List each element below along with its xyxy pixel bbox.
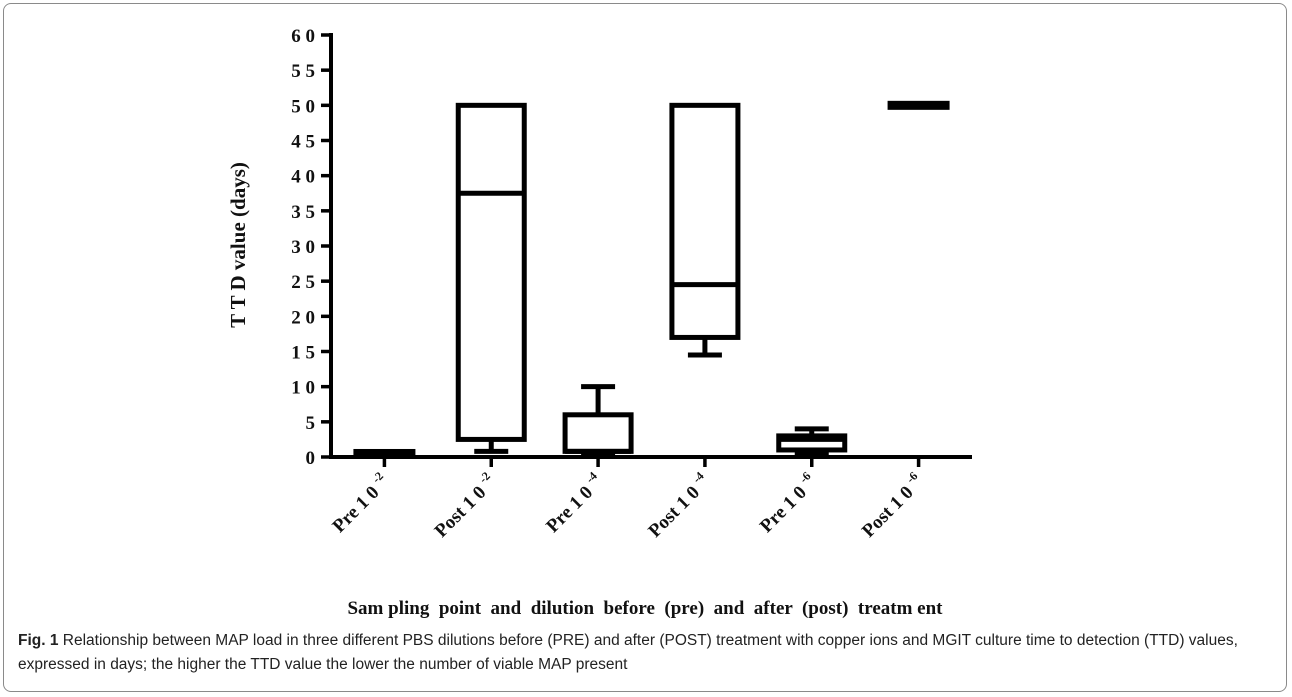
- box-iqr: [562, 412, 634, 454]
- y-tick-label: 5: [306, 413, 316, 434]
- y-tick-label: 3 5: [291, 202, 315, 223]
- y-tick-label: 4 5: [291, 132, 315, 153]
- y-tick-label: 3 0: [291, 237, 315, 258]
- figure-caption: Fig. 1 Relationship between MAP load in …: [18, 629, 1278, 677]
- box-5: [776, 426, 848, 456]
- caption-text: Relationship between MAP load in three d…: [18, 632, 1238, 673]
- x-tick-label: Post 1 0 -6: [855, 469, 928, 542]
- y-tick-label: 5 0: [291, 96, 315, 117]
- x-tick-label-base: Post 1 0: [431, 479, 494, 542]
- y-tick-label: 6 0: [291, 26, 315, 47]
- x-tick-label: Pre 1 0 -4: [539, 469, 607, 537]
- x-axis: Pre 1 0 -2 Post 1 0 -2 Pre 1 0 -4 Post 1 0 …: [326, 455, 972, 542]
- box-iqr: [455, 102, 527, 442]
- box-iqr: [669, 102, 741, 340]
- x-tick-label-base: Pre 1 0: [329, 479, 387, 537]
- box-plot-chart: 0 5 1 0 1 5 2 0 2 5 3 0 3 5 4 0 4 5 5 0 5 5 6 0 Pre …: [226, 26, 972, 619]
- x-tick-label: Pre 1 0 -6: [753, 469, 821, 537]
- box-series: [353, 100, 950, 458]
- y-tick-label: 2 0: [291, 307, 315, 328]
- box-3: [562, 384, 634, 456]
- box-4: [669, 102, 741, 358]
- box-collapsed: [887, 100, 950, 110]
- x-tick-label: Pre 1 0 -2: [326, 469, 394, 537]
- y-axis: 0 5 1 0 1 5 2 0 2 5 3 0 3 5 4 0 4 5 5 0 5 5 6 0: [291, 26, 333, 469]
- box-collapsed: [353, 448, 416, 458]
- x-tick-label-base: Pre 1 0: [542, 479, 600, 537]
- x-tick-label: Post 1 0 -4: [642, 469, 715, 542]
- y-tick-label: 1 5: [291, 343, 315, 364]
- x-tick-label: Post 1 0 -2: [428, 469, 501, 542]
- x-tick-label-base: Post 1 0: [858, 479, 921, 542]
- y-axis-label: T T D value (days): [226, 162, 250, 328]
- y-tick-label: 0: [306, 448, 316, 469]
- x-tick-label-base: Post 1 0: [644, 479, 707, 542]
- x-tick-label-base: Pre 1 0: [756, 479, 814, 537]
- y-tick-label: 2 5: [291, 272, 315, 293]
- x-axis-label: Sam pling point and dilution before (pre…: [347, 598, 943, 619]
- box-1: [353, 448, 416, 458]
- box-6: [887, 100, 950, 110]
- y-tick-label: 1 0: [291, 378, 315, 399]
- figure-frame: [3, 3, 1287, 692]
- box-2: [455, 102, 527, 454]
- caption-label: Fig. 1: [18, 632, 59, 649]
- y-tick-label: 4 0: [291, 167, 315, 188]
- y-tick-label: 5 5: [291, 61, 315, 82]
